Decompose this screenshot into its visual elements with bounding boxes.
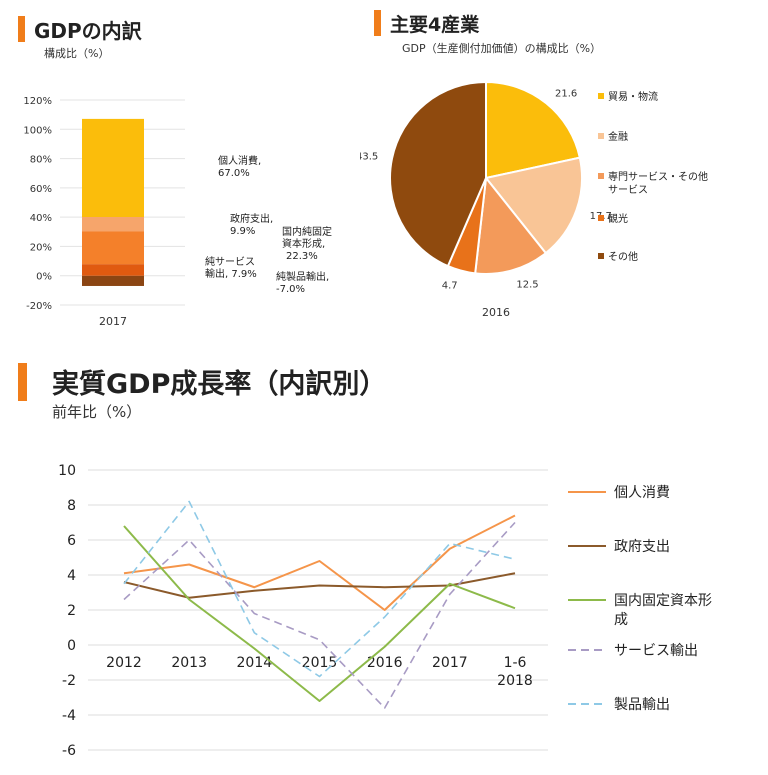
y-tick-label: 8 <box>67 498 76 514</box>
bar-segment <box>82 264 144 276</box>
slice-value-label: 21.6 <box>555 88 577 99</box>
series-line <box>123 525 516 702</box>
data-label: 個人消費, 67.0% <box>218 154 261 179</box>
y-tick-label: 100% <box>23 125 52 136</box>
pie-slice <box>485 80 582 180</box>
y-tick-label: 0 <box>67 638 76 654</box>
legend-swatch <box>598 215 604 221</box>
y-tick-label: -20% <box>26 301 52 312</box>
legend-label: 個人消費 <box>614 485 670 501</box>
pie-slice <box>474 175 548 275</box>
y-tick-label: 80% <box>30 155 52 166</box>
y-tick-label: 40% <box>30 213 52 224</box>
legend-label: 貿易・物流 <box>608 90 658 103</box>
legend-label: 観光 <box>608 212 628 225</box>
data-label: 純サービス輸出, 7.9% <box>205 255 257 280</box>
pie-year-label: 2016 <box>482 306 510 319</box>
x-tick-label: 2012 <box>106 655 142 671</box>
industries-pie-chart: 21.617.712.54.743.52016貿易・物流金融専門サービス・その他… <box>360 80 708 319</box>
growth-title: 実質GDP成長率（内訳別） <box>52 369 387 400</box>
series-line <box>123 572 516 599</box>
industries-title: 主要4産業 <box>390 14 480 36</box>
legend-swatch <box>598 253 604 259</box>
gdp-breakdown-chart: -20% 0% 20% 40% 60% 80% 100% 120% 2017 個人消費, 67.0%… <box>23 96 332 328</box>
y-tick-label: 60% <box>30 184 52 195</box>
data-label: 純製品輸出, -7.0% <box>276 270 329 295</box>
bar-segment <box>82 216 144 232</box>
bar-segment <box>82 118 144 217</box>
slice-value-label: 4.7 <box>442 280 458 291</box>
x-tick-label: 1-6 2018 <box>497 655 533 689</box>
industries-subtitle: GDP（生産側付加価値）の構成比（%） <box>402 42 602 55</box>
series-line <box>123 514 516 611</box>
legend-label: 金融 <box>608 130 628 143</box>
bar-segment <box>82 275 144 286</box>
section-marker <box>18 363 27 401</box>
legend-swatch <box>598 173 604 179</box>
x-tick-label: 2016 <box>367 655 403 671</box>
slice-value-label: 12.5 <box>516 280 538 291</box>
bar-segment <box>82 231 144 265</box>
pie-slice <box>389 80 487 268</box>
data-label: 政府支出, 9.9% <box>230 212 273 237</box>
growth-line-chart: -6 -4 -2 0 2 4 6 8 10 2012 2013 2014 2015 2016 2017 1-6… <box>58 463 712 759</box>
x-tick-label: 2015 <box>302 655 338 671</box>
legend-swatch <box>598 93 604 99</box>
slice-value-label: 43.5 <box>360 152 378 163</box>
gdp-breakdown-subtitle: 構成比（%） <box>44 47 110 60</box>
data-label: 国内純固定資本形成, 22.3% <box>282 225 332 262</box>
y-tick-label: -6 <box>62 743 76 759</box>
y-tick-label: 0% <box>36 272 52 283</box>
growth-subtitle: 前年比（%） <box>52 403 142 421</box>
legend-label: サービス輸出 <box>614 643 698 659</box>
legend-label: 専門サービス・その他サービス <box>608 170 708 196</box>
y-tick-label: -2 <box>62 673 76 689</box>
series-line <box>123 521 516 709</box>
pie-slice <box>484 156 583 255</box>
legend-label: 政府支出 <box>614 539 670 555</box>
section-marker <box>374 10 381 36</box>
x-tick-label: 2014 <box>237 655 273 671</box>
y-tick-label: 6 <box>67 533 76 549</box>
legend-label: 製品輸出 <box>614 697 670 713</box>
legend-label: 国内固定資本形成 <box>614 593 712 628</box>
gdp-breakdown-title: GDPの内訳 <box>34 19 142 43</box>
x-tick-label: 2013 <box>171 655 207 671</box>
y-tick-label: 20% <box>30 242 52 253</box>
y-tick-label: 10 <box>58 463 76 479</box>
y-tick-label: 2 <box>67 603 76 619</box>
x-tick-label: 2017 <box>432 655 468 671</box>
legend-label: その他 <box>608 250 638 263</box>
section-marker <box>18 16 25 42</box>
y-tick-label: 120% <box>23 96 52 107</box>
y-tick-label: 4 <box>67 568 76 584</box>
y-tick-label: -4 <box>62 708 76 724</box>
series-line <box>123 500 516 678</box>
legend-swatch <box>598 133 604 139</box>
x-tick-label: 2017 <box>99 315 127 328</box>
